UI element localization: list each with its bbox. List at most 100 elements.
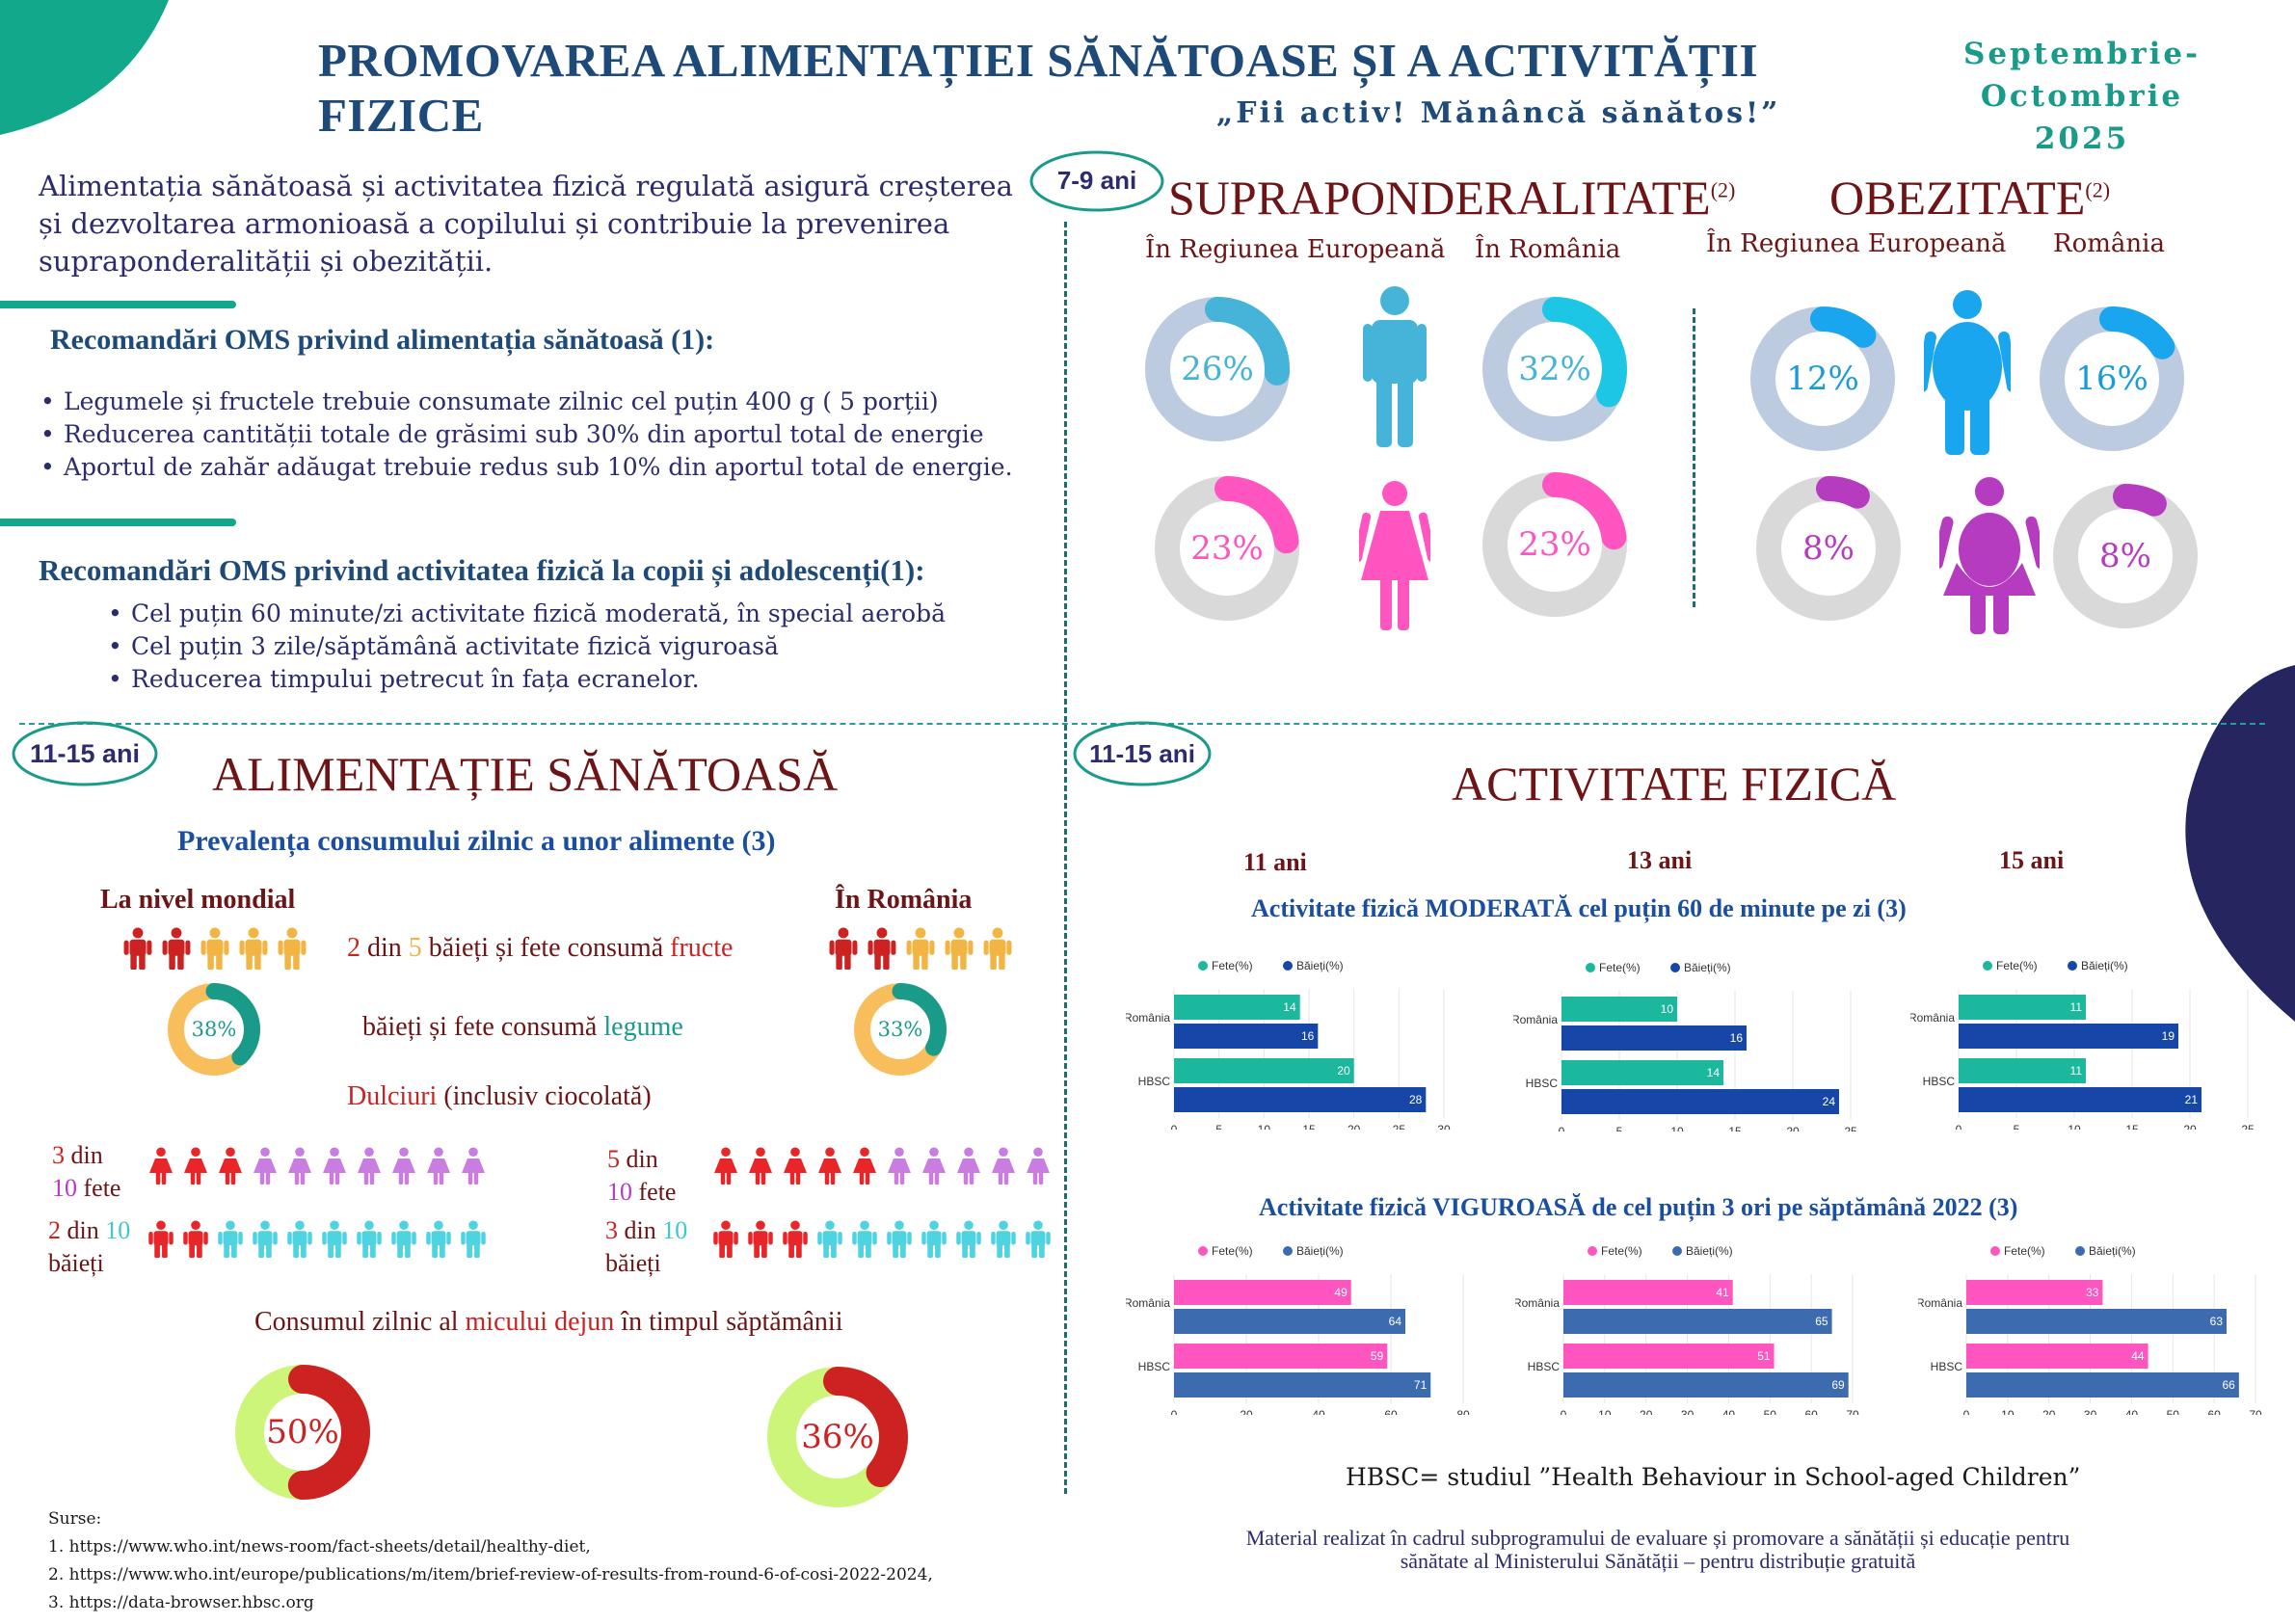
page-title: PROMOVAREA ALIMENTAȚIEI SĂNĂTOASE ȘI A A… — [318, 34, 1759, 142]
vigorous-title: Activitate fizică VIGUROASĂ de cel puțin… — [1259, 1193, 2018, 1221]
bar-value-label: 14 — [1707, 1066, 1721, 1079]
person-icon — [183, 1220, 208, 1258]
bar — [1174, 1087, 1427, 1112]
donut-ring — [1756, 476, 1901, 621]
legend-swatch — [1283, 961, 1293, 971]
y-category-label: România — [1910, 1011, 1955, 1025]
person-icon — [852, 1220, 877, 1258]
bar-value-label: 66 — [2222, 1378, 2235, 1392]
din: din — [620, 1145, 658, 1173]
bar-value-label: 20 — [1337, 1064, 1350, 1078]
hbsc-note: HBSC= studiul ”Health Behaviour in Schoo… — [1346, 1463, 2081, 1491]
bar-value-label: 24 — [1823, 1095, 1836, 1108]
legend-label: Fete(%) — [1599, 961, 1641, 974]
girl-icon — [922, 1147, 946, 1185]
donut-ring — [2053, 484, 2198, 628]
moderate-chart-11: Fete(%) Băieți(%) 0 5 10 15 20 25 30 România 14 16 H… — [1126, 959, 1451, 1130]
bar-value-label: 65 — [1815, 1315, 1828, 1328]
age-badge-11-15-left: 11-15 ani — [8, 717, 162, 790]
bar — [1959, 1087, 2202, 1112]
chart-legend: Fete(%) Băieți(%) — [1198, 1244, 1344, 1258]
moderate-chart-13: Fete(%) Băieți(%) 0 5 10 15 20 25 România 10 16 HBS… — [1513, 961, 1857, 1131]
diet-recs-list: Legumele și fructele trebuie consumate z… — [39, 386, 1060, 484]
sweets-girls-ro-text: 5 din 10 fete — [607, 1143, 676, 1209]
girl-icon — [992, 1147, 1015, 1185]
legend-label: Fete(%) — [1996, 959, 2038, 972]
person-icon — [945, 927, 974, 971]
fruit-mid: băieți și fete consumă — [421, 933, 671, 963]
obesity-col-ro: România — [2053, 229, 2165, 258]
source-link-3[interactable]: 3. https://data-browser.hbsc.org — [48, 1593, 314, 1612]
girl-icon — [957, 1147, 980, 1185]
veg-word: legume — [603, 1012, 683, 1042]
person-icon — [983, 927, 1012, 971]
x-tick-label: 5 — [2014, 1123, 2020, 1130]
sweets-girls-ro-figures — [711, 1147, 1058, 1185]
person-icon — [148, 1220, 173, 1258]
girl-icon — [888, 1147, 911, 1185]
bar-value-label: 64 — [1389, 1315, 1402, 1328]
count: 2 — [48, 1216, 61, 1244]
donut-ring — [1145, 297, 1290, 441]
bar-value-label: 19 — [2162, 1029, 2175, 1043]
bar — [1174, 1024, 1319, 1049]
bar — [1959, 1058, 2086, 1083]
legend-swatch — [1283, 1246, 1293, 1256]
source-link-1[interactable]: 1. https://www.who.int/news-room/fact-sh… — [48, 1537, 591, 1557]
fruit-count: 2 — [347, 933, 360, 963]
bar-value-label: 59 — [1371, 1349, 1384, 1363]
moderate-title: Activitate fizică MODERATĂ cel puțin 60 … — [1251, 894, 1907, 922]
donut-label: 8% — [2099, 537, 2151, 575]
girl-icon — [427, 1147, 450, 1185]
bar — [1563, 1280, 1733, 1305]
donut-label: 32% — [1518, 350, 1591, 388]
y-category-label: România — [1918, 1296, 1962, 1310]
overweight-title: SUPRAPONDERALITATE(2) — [1168, 170, 1735, 226]
person-icon — [461, 1220, 486, 1258]
donut-value-arc — [767, 1367, 908, 1507]
x-tick-label: 5 — [1215, 1123, 1222, 1130]
activity-recs-list: Cel puțin 60 minute/zi activitate fizică… — [106, 598, 1070, 696]
girl-icon — [714, 1147, 737, 1185]
donut-ring — [854, 983, 947, 1076]
girl-icon — [1027, 1147, 1050, 1185]
nutrition-world-label: La nivel mondial — [100, 885, 296, 915]
bar — [1174, 995, 1300, 1020]
breakfast-c: în timpul săptămânii — [614, 1307, 843, 1337]
bar — [1959, 1024, 2178, 1049]
intro-line-1: Alimentația sănătoasă și activitatea fiz… — [39, 170, 1013, 202]
legend-label: Fete(%) — [1212, 1244, 1253, 1258]
obese-boy-figure-icon — [1924, 290, 2011, 455]
legend-swatch — [1588, 1246, 1597, 1256]
person-icon — [817, 1220, 842, 1258]
label: băieți — [605, 1249, 661, 1277]
activity-rec-item: Reducerea timpului petrecut în fața ecra… — [106, 663, 1070, 696]
source-link-2[interactable]: 2. https://www.who.int/europe/publicatio… — [48, 1565, 933, 1584]
girl-icon — [358, 1147, 381, 1185]
bar — [1563, 1372, 1849, 1398]
x-tick-label: 10 — [2068, 1123, 2081, 1130]
x-tick-label: 30 — [1437, 1123, 1451, 1130]
x-tick-label: 30 — [1681, 1408, 1695, 1415]
label: fete — [77, 1174, 121, 1202]
donut-breakfast-ro: 36% — [767, 1367, 908, 1507]
donut-value-arc — [235, 1365, 370, 1500]
girl-icon — [784, 1147, 807, 1185]
x-tick-label: 80 — [1456, 1408, 1470, 1415]
y-category-label: HBSC — [1931, 1360, 1963, 1373]
fruit-word: fructe — [670, 933, 734, 963]
bar-value-label: 10 — [1661, 1002, 1674, 1016]
obese-girl-figure-icon — [1939, 477, 2040, 634]
vigorous-chart-15: Fete(%) Băieți(%) 0 10 20 30 40 50 60 70 România 33… — [1918, 1244, 2262, 1415]
sweets-boys-world-text: 2 din 10 băieți — [48, 1214, 130, 1280]
x-tick-label: 10 — [1258, 1123, 1271, 1130]
overweight-col-eu: În Regiunea Europeană — [1145, 235, 1446, 264]
x-tick-label: 60 — [1384, 1408, 1398, 1415]
count: 3 — [605, 1216, 618, 1244]
bar — [1966, 1309, 2227, 1334]
age-11: 11 ani — [1243, 848, 1307, 876]
donut-ring — [1155, 476, 1299, 621]
bar — [1174, 1344, 1388, 1369]
label: băieți — [48, 1249, 104, 1277]
person-icon — [287, 1220, 312, 1258]
